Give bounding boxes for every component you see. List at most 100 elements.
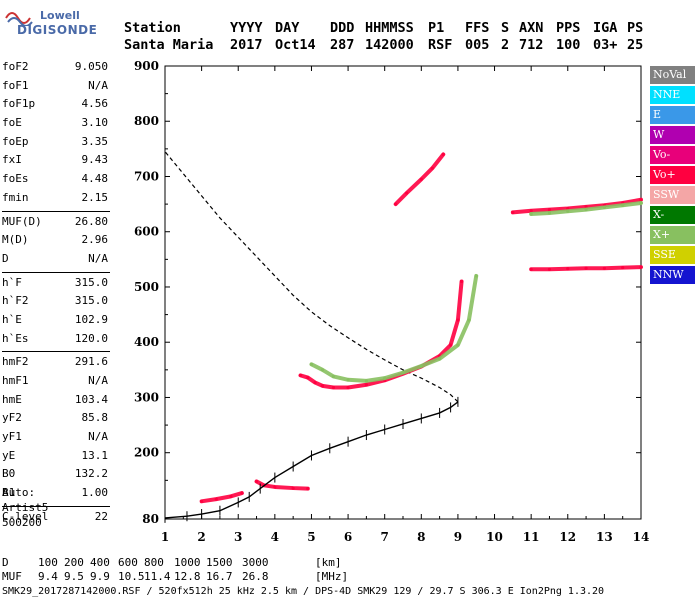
x-tick-label: 1	[161, 530, 169, 544]
legend-item: Vo+	[650, 166, 695, 184]
legend-item: Vo-	[650, 146, 695, 164]
y-tick-label: 400	[134, 335, 159, 349]
param-name: C-level	[2, 509, 49, 523]
legend-item: X-	[650, 206, 695, 224]
param-row: B1 1.00	[2, 486, 110, 505]
param-name: foF1	[2, 78, 29, 92]
echo-point	[456, 343, 460, 347]
y-tick-label: 600	[134, 225, 159, 239]
echo-point	[200, 499, 204, 503]
echo-point	[254, 479, 259, 484]
header-value-6: 005	[465, 37, 490, 53]
echo-point	[346, 378, 350, 382]
param-name: yF2	[2, 411, 22, 425]
echo-point	[456, 318, 460, 322]
param-row: B0 132.2	[2, 467, 110, 486]
x-tick-label: 13	[596, 530, 613, 544]
param-value: 315.0	[74, 294, 108, 308]
header-label-8: AXN	[519, 20, 544, 36]
echo-point	[309, 362, 314, 366]
x-tick-label: 2	[197, 530, 205, 544]
echo-point	[405, 191, 409, 195]
param-name: hmE	[2, 392, 22, 406]
autoscaling-line3: 500200	[2, 516, 42, 529]
param-name: foEs	[2, 172, 29, 186]
autoscaling-line1: Auto:	[2, 486, 36, 499]
x-tick-label: 5	[307, 530, 315, 544]
ionogram-chart: 1 2 3 4 5 6 7 8 9 10 11 12 13 14802003004005006007008…	[134, 59, 649, 544]
echo-point	[639, 198, 643, 202]
echo-point	[331, 374, 336, 379]
echo-point	[438, 357, 442, 361]
param-value: 1.00	[81, 486, 109, 500]
param-row: foEs 4.48	[2, 172, 110, 191]
plot-frame	[164, 65, 642, 520]
param-name: foF1p	[2, 97, 36, 111]
param-name: B1	[2, 486, 16, 500]
muf-value: 11.4	[144, 570, 171, 583]
muf-value: 10.5	[118, 570, 145, 583]
param-row: C-level 22	[2, 510, 110, 529]
param-row: foF2 9.050	[2, 60, 110, 79]
echo-trace-vo-7	[393, 152, 446, 207]
legend: NoVal NNE E W Vo- Vo+ SSW X- X+ SSE NNW	[650, 66, 695, 286]
echo-point	[273, 485, 277, 489]
echo-point	[430, 166, 434, 170]
echo-point	[529, 267, 533, 271]
param-group-divider	[2, 505, 110, 507]
param-name: MUF(D)	[2, 214, 42, 228]
param-value: N/A	[88, 78, 108, 92]
echo-point	[383, 376, 387, 380]
d-value: 1500	[206, 556, 233, 569]
x-tick-label: 7	[381, 530, 389, 544]
param-row: yE 13.1	[2, 449, 110, 468]
echo-point	[584, 208, 588, 212]
param-value: 9.43	[81, 153, 109, 167]
echo-point	[467, 318, 471, 322]
param-value: 4.56	[81, 97, 109, 111]
muf-value: 9.4	[38, 570, 58, 583]
muf-value: 12.8	[174, 570, 201, 583]
y-tick-label: 300	[134, 390, 159, 404]
header-value-9: 100	[556, 37, 581, 53]
header-value-5: RSF	[428, 37, 453, 53]
header-value-0: Santa Maria	[124, 37, 214, 53]
header-value-1: 2017	[230, 37, 263, 53]
echo-point	[240, 491, 244, 495]
param-value: N/A	[88, 430, 108, 444]
param-row: hmF1 N/A	[2, 374, 110, 393]
param-value: 3.35	[81, 134, 109, 148]
echo-point	[639, 265, 643, 269]
legend-item: X+	[650, 226, 695, 244]
header-label-11: PS	[627, 20, 644, 36]
echo-point	[547, 211, 552, 215]
param-name: foF2	[2, 60, 29, 73]
y-tick-label: 500	[134, 280, 159, 294]
param-row: h`F 315.0	[2, 276, 110, 295]
param-row: yF2 85.8	[2, 411, 110, 430]
x-tick-label: 4	[271, 530, 279, 544]
logo-line1: Lowell	[40, 9, 80, 22]
echo-trace-x-1	[309, 273, 479, 383]
x-tick-label: 11	[523, 530, 540, 544]
echo-point	[621, 266, 625, 270]
param-name: h`F	[2, 275, 22, 289]
echo-point	[639, 201, 643, 205]
param-value: 2.15	[81, 190, 109, 204]
param-name: D	[2, 251, 9, 265]
y-tick-label: 80	[142, 512, 159, 526]
muf-value: 26.8	[242, 570, 269, 583]
echo-point	[291, 486, 295, 490]
header-label-1: YYYY	[230, 20, 263, 36]
param-value: 315.0	[74, 275, 108, 289]
header-value-3: 287	[330, 37, 355, 53]
autoscaling-info: Auto: Artist5 500200	[2, 486, 48, 531]
echo-point	[331, 385, 336, 390]
logo-line2: DIGISONDE	[17, 23, 98, 37]
echo-point	[566, 267, 570, 271]
echo-point	[394, 202, 398, 206]
param-row: M(D) 2.96	[2, 233, 110, 252]
param-row: foE 3.10	[2, 116, 110, 135]
x-tick-label: 8	[417, 530, 425, 544]
muf-value: 9.5	[64, 570, 84, 583]
